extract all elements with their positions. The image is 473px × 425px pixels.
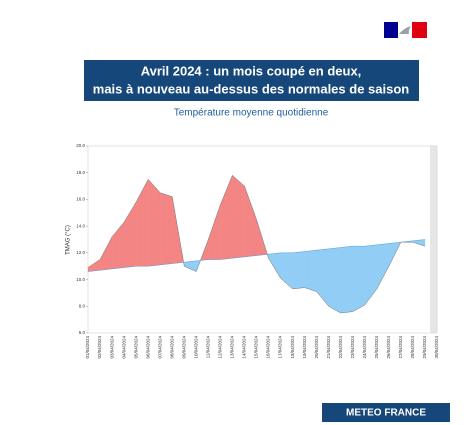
title-box bbox=[84, 60, 419, 101]
fill-area bbox=[87, 259, 101, 272]
fill-area bbox=[232, 175, 245, 259]
x-tick-label: 10/04/2024 bbox=[193, 336, 198, 359]
x-tick-label: 24/04/2024 bbox=[362, 336, 367, 359]
x-tick-label: 28/04/2024 bbox=[410, 336, 415, 359]
flag-logo bbox=[384, 22, 427, 38]
x-tick-label: 05/04/2024 bbox=[133, 336, 138, 359]
x-tick-label: 16/04/2024 bbox=[266, 336, 271, 359]
fill-area bbox=[292, 251, 305, 290]
x-tick-label: 09/04/2024 bbox=[181, 336, 186, 359]
x-tick-label: 15/04/2024 bbox=[254, 336, 259, 359]
x-tick-label: 18/04/2024 bbox=[290, 336, 295, 359]
fill-area bbox=[244, 186, 257, 258]
x-tick-label: 12/04/2024 bbox=[218, 336, 223, 359]
x-tick-label: 17/04/2024 bbox=[278, 336, 283, 359]
y-tick-label: 8.0 bbox=[79, 303, 86, 308]
x-tick-label: 11/04/2024 bbox=[206, 336, 211, 359]
y-tick-label: 14.0 bbox=[76, 223, 85, 228]
x-tick-label: 21/04/2024 bbox=[326, 336, 331, 359]
y-tick-label: 16.0 bbox=[76, 197, 85, 202]
x-tick-label: 22/04/2024 bbox=[338, 336, 343, 359]
x-tick-label: 19/04/2024 bbox=[302, 336, 307, 359]
y-tick-label: 6.0 bbox=[79, 330, 86, 335]
x-tick-label: 30/04/2024 bbox=[434, 336, 439, 359]
chart-title: Avril 2024 : un mois coupé en deux, bbox=[141, 63, 362, 78]
fill-area bbox=[135, 179, 149, 267]
plot-frame bbox=[87, 145, 438, 334]
x-tick-label: 14/04/2024 bbox=[242, 336, 247, 359]
fill-area bbox=[316, 248, 329, 307]
fill-area bbox=[184, 260, 197, 272]
fill-area bbox=[352, 246, 365, 312]
y-tick-label: 10.0 bbox=[76, 277, 85, 282]
fill-area bbox=[99, 236, 113, 271]
shade bbox=[430, 146, 437, 333]
fill-area bbox=[340, 246, 353, 314]
fill-area bbox=[304, 250, 317, 292]
fill-area bbox=[148, 179, 161, 267]
chart-subtitle: Température moyenne quotidienne bbox=[174, 108, 329, 119]
fill-area bbox=[376, 243, 390, 289]
fill-area bbox=[364, 244, 377, 306]
x-tick-label: 04/04/2024 bbox=[121, 336, 126, 359]
y-tick-label: 18.0 bbox=[76, 170, 85, 175]
footer-brand: METEO FRANCE bbox=[346, 408, 426, 419]
fill-area bbox=[220, 175, 233, 260]
x-tick-label: 07/04/2024 bbox=[157, 336, 162, 359]
x-tick-label: 25/04/2024 bbox=[374, 336, 379, 359]
x-tick-label: 03/04/2024 bbox=[109, 336, 114, 359]
fill-area bbox=[160, 192, 173, 266]
x-tick-label: 02/04/2024 bbox=[97, 336, 102, 359]
x-tick-label: 01/04/2024 bbox=[85, 336, 90, 359]
x-tick-label: 20/04/2024 bbox=[314, 336, 319, 359]
chart-title: mais à nouveau au-dessus des normales de… bbox=[93, 81, 410, 96]
fill-area bbox=[328, 247, 341, 314]
fill-area bbox=[208, 204, 221, 260]
x-tick-label: 26/04/2024 bbox=[386, 336, 391, 359]
y-tick-label: 12.0 bbox=[76, 250, 85, 255]
x-tick-label: 08/04/2024 bbox=[169, 336, 174, 359]
line bbox=[87, 174, 426, 314]
x-tick-label: 29/04/2024 bbox=[422, 336, 427, 359]
y-tick-label: 20.0 bbox=[76, 143, 85, 148]
x-tick-label: 23/04/2024 bbox=[350, 336, 355, 359]
x-tick-label: 27/04/2024 bbox=[398, 336, 403, 359]
y-axis-label: TMAG (°C) bbox=[66, 225, 72, 255]
line bbox=[87, 239, 425, 272]
footer-box bbox=[322, 403, 450, 422]
x-tick-label: 06/04/2024 bbox=[145, 336, 150, 359]
x-tick-label: 13/04/2024 bbox=[230, 336, 235, 359]
fill-area bbox=[268, 252, 281, 279]
